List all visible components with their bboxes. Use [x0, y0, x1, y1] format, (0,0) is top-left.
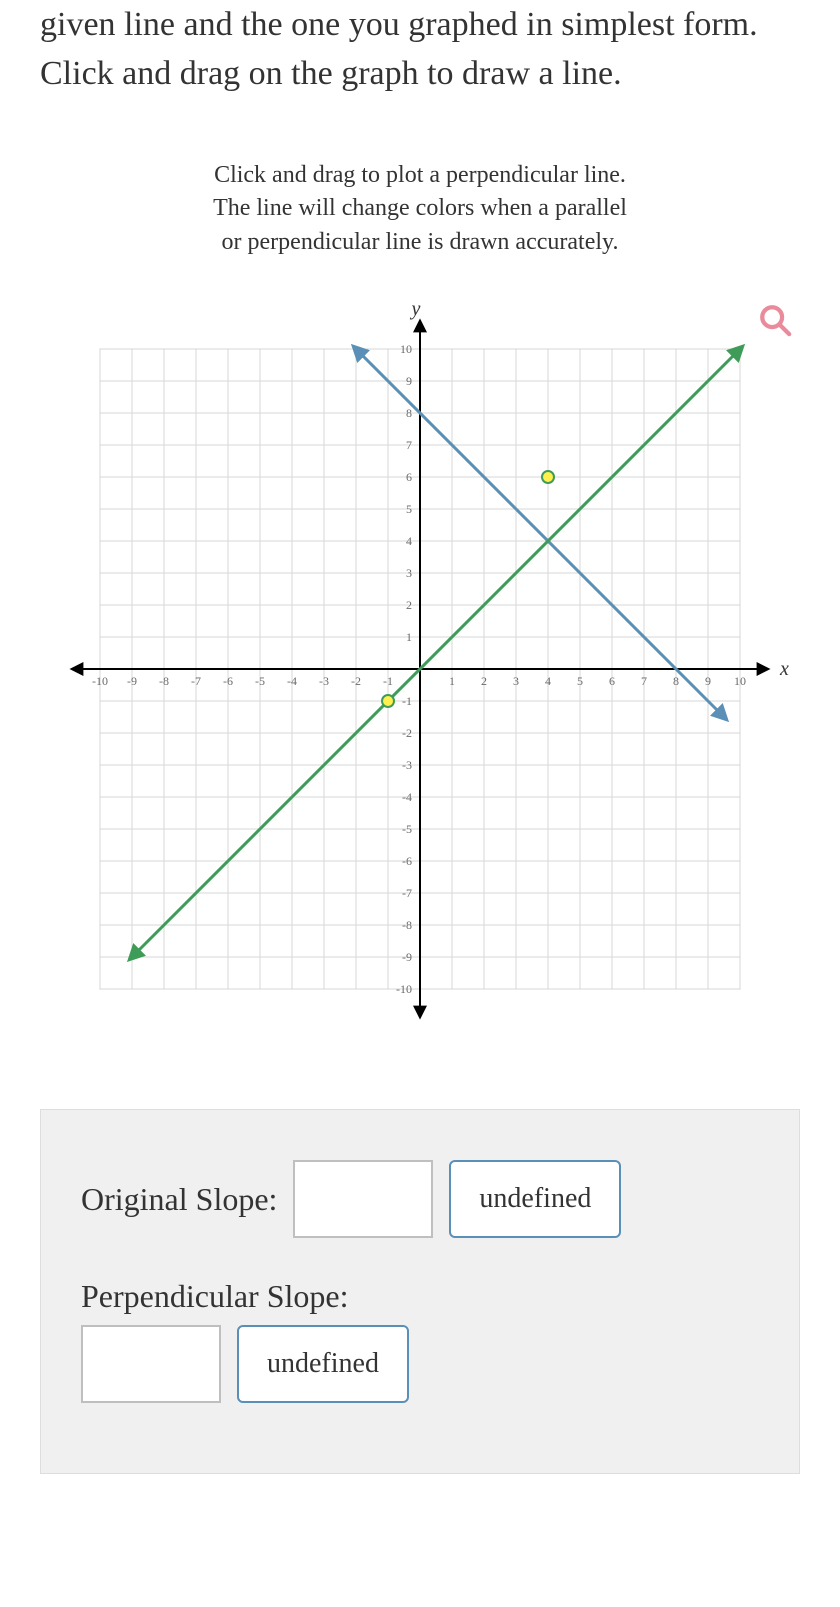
svg-text:7: 7 [406, 438, 412, 452]
svg-text:-9: -9 [127, 674, 137, 688]
instruction-line-3: or perpendicular line is drawn accuratel… [222, 229, 619, 255]
graph-area[interactable]: -10 -9 -8 -7 -6 -5 -4 -3 -2 -1 1 2 3 4 5 6 7 8 9 10 -10 -9 -8 -… [40, 289, 800, 1049]
perpendicular-slope-label: Perpendicular Slope: [81, 1278, 759, 1315]
original-undefined-button[interactable]: undefined [449, 1160, 621, 1238]
perpendicular-slope-input[interactable] [81, 1325, 221, 1403]
original-slope-label: Original Slope: [81, 1181, 277, 1218]
svg-text:-10: -10 [92, 674, 108, 688]
svg-text:-5: -5 [402, 822, 412, 836]
svg-text:-4: -4 [287, 674, 297, 688]
svg-text:9: 9 [406, 374, 412, 388]
svg-text:-2: -2 [351, 674, 361, 688]
svg-text:-8: -8 [402, 918, 412, 932]
magnify-icon[interactable] [758, 303, 792, 337]
svg-text:-7: -7 [402, 886, 412, 900]
svg-text:-6: -6 [402, 854, 412, 868]
instruction-line-2: The line will change colors when a paral… [213, 195, 627, 221]
svg-text:-10: -10 [396, 982, 412, 996]
svg-text:x: x [779, 658, 789, 680]
svg-text:1: 1 [406, 630, 412, 644]
svg-text:-3: -3 [319, 674, 329, 688]
answer-panel: Original Slope: undefined Perpendicular … [40, 1109, 800, 1474]
svg-text:y: y [410, 298, 421, 320]
perpendicular-undefined-button[interactable]: undefined [237, 1325, 409, 1403]
perpendicular-slope-row: undefined [81, 1325, 759, 1403]
svg-text:4: 4 [406, 534, 412, 548]
svg-text:-3: -3 [402, 758, 412, 772]
svg-text:7: 7 [641, 674, 647, 688]
svg-text:8: 8 [673, 674, 679, 688]
cartesian-plane[interactable]: -10 -9 -8 -7 -6 -5 -4 -3 -2 -1 1 2 3 4 5 6 7 8 9 10 -10 -9 -8 -… [40, 289, 800, 1049]
svg-text:-9: -9 [402, 950, 412, 964]
svg-text:-4: -4 [402, 790, 412, 804]
svg-text:-1: -1 [383, 674, 393, 688]
original-slope-input[interactable] [293, 1160, 433, 1238]
svg-text:9: 9 [705, 674, 711, 688]
svg-text:4: 4 [545, 674, 551, 688]
svg-text:10: 10 [400, 342, 412, 356]
svg-text:-5: -5 [255, 674, 265, 688]
svg-text:5: 5 [406, 502, 412, 516]
svg-text:3: 3 [406, 566, 412, 580]
svg-text:6: 6 [406, 470, 412, 484]
chart-instructions: Click and drag to plot a perpendicular l… [110, 159, 730, 260]
plot-point[interactable] [382, 695, 394, 707]
svg-text:8: 8 [406, 406, 412, 420]
svg-text:-8: -8 [159, 674, 169, 688]
svg-text:-7: -7 [191, 674, 201, 688]
svg-text:-6: -6 [223, 674, 233, 688]
plot-point[interactable] [542, 471, 554, 483]
svg-text:-1: -1 [402, 694, 412, 708]
instruction-line-1: Click and drag to plot a perpendicular l… [214, 162, 626, 188]
svg-text:3: 3 [513, 674, 519, 688]
svg-text:6: 6 [609, 674, 615, 688]
svg-text:10: 10 [734, 674, 746, 688]
svg-text:1: 1 [449, 674, 455, 688]
svg-text:2: 2 [406, 598, 412, 612]
svg-text:-2: -2 [402, 726, 412, 740]
question-text: given line and the one you graphed in si… [40, 0, 800, 99]
original-slope-row: Original Slope: undefined [81, 1160, 759, 1238]
svg-text:2: 2 [481, 674, 487, 688]
svg-text:5: 5 [577, 674, 583, 688]
